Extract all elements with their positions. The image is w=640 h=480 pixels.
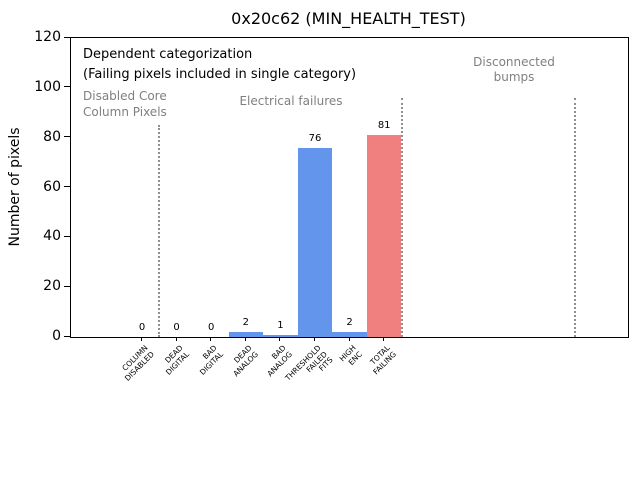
y-tick-mark [64, 36, 70, 38]
x-tick-mark [279, 337, 281, 341]
region-label-line: bumps [493, 70, 535, 84]
bar-value-label: 81 [377, 120, 391, 132]
region-label-line: Disconnected [473, 55, 555, 69]
categorization-note: Dependent categorization (Failing pixels… [83, 45, 356, 85]
y-tick-mark [64, 335, 70, 337]
bar-value-label: 0 [138, 322, 146, 333]
bar [366, 135, 402, 337]
x-tick-label-line: COLUMN [120, 343, 150, 373]
region-label-line: Column Pixels [83, 105, 167, 119]
note-line-1: Dependent categorization [83, 47, 253, 62]
region-label-line: Disabled Core [83, 89, 167, 103]
separator-line [400, 97, 403, 337]
y-tick-label: 80 [43, 128, 61, 145]
y-tick-label: 60 [43, 178, 61, 195]
region-label-line: Electrical failures [239, 94, 343, 108]
separator-line [158, 124, 161, 337]
x-tick-mark [210, 337, 212, 341]
bar [228, 332, 264, 337]
bar [263, 334, 298, 337]
bar-value-label: 2 [346, 317, 353, 329]
x-tick-mark [383, 337, 385, 341]
region-label-disconnected-bumps: Disconnected bumps [473, 55, 555, 85]
bar-value-label: 1 [277, 319, 284, 331]
bar-value-label: 0 [173, 322, 180, 333]
y-tick-label: 120 [34, 29, 61, 45]
y-tick-mark [64, 136, 70, 138]
bar-value-label: 0 [208, 322, 215, 333]
x-tick-mark [175, 337, 177, 341]
y-tick-mark [64, 186, 70, 187]
chart-title: 0x20c62 (MIN_HEALTH_TEST) [231, 9, 466, 28]
y-tick-mark [64, 285, 70, 287]
region-label-electrical-failures: Electrical failures [239, 94, 342, 109]
bar-value-label: 76 [308, 132, 322, 144]
y-tick-label: 0 [52, 328, 61, 344]
note-line-2: (Failing pixels included in single categ… [83, 67, 357, 82]
x-tick-mark [141, 337, 142, 341]
plot-area: 0 0 0 2 1 76 2 81 [70, 37, 629, 338]
y-tick-mark [64, 86, 70, 88]
x-tick-mark [348, 337, 350, 341]
y-tick-label: 100 [34, 78, 61, 95]
separator-line [573, 97, 576, 337]
x-tick-mark [314, 337, 315, 341]
y-tick-label: 20 [43, 278, 61, 295]
y-tick-label: 40 [43, 228, 61, 245]
region-label-disabled-core: Disabled Core Column Pixels [83, 88, 167, 120]
bar [332, 332, 367, 337]
x-tick-mark [244, 337, 246, 341]
bar-value-label: 2 [242, 317, 249, 329]
bar [297, 147, 333, 337]
y-tick-mark [64, 235, 70, 237]
